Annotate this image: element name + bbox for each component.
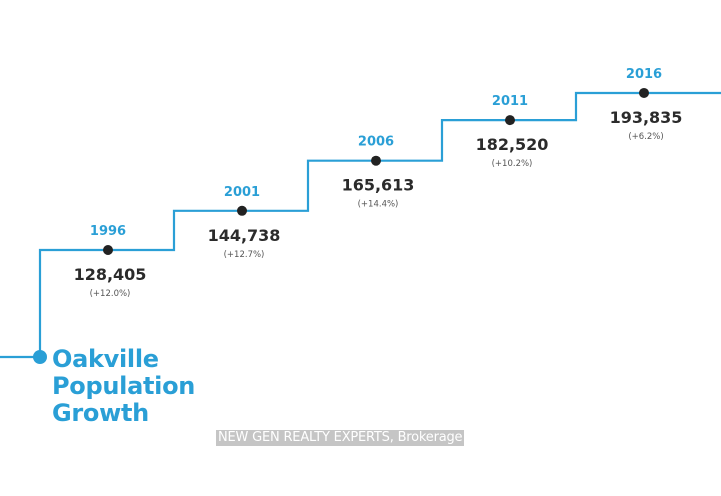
value-label: 182,520 <box>476 135 549 154</box>
change-label: (+12.0%) <box>90 289 131 299</box>
chart-title: Oakville Population Growth <box>52 346 195 427</box>
year-label: 2001 <box>224 185 260 200</box>
change-label: (+14.4%) <box>358 200 399 210</box>
title-line-3: Growth <box>52 399 149 427</box>
data-point-marker <box>505 115 515 126</box>
value-label: 193,835 <box>610 108 683 127</box>
value-label: 144,738 <box>208 226 281 245</box>
data-point-marker <box>639 87 649 98</box>
data-point-marker <box>103 245 113 255</box>
data-points: 1996 128,405 (+12.0%) 2001 144,738 (+12.7%) 20… <box>74 67 683 299</box>
step-line <box>0 91 721 359</box>
value-label: 165,613 <box>342 176 415 195</box>
value-label: 128,405 <box>74 265 147 284</box>
change-label: (+10.2%) <box>492 159 533 169</box>
start-marker <box>33 350 47 364</box>
year-label: 2006 <box>358 135 394 150</box>
year-label: 2011 <box>492 94 528 109</box>
change-label: (+12.7%) <box>224 250 265 260</box>
title-line-1: Oakville <box>52 345 159 373</box>
data-point-marker <box>237 205 247 216</box>
data-point-marker <box>371 155 381 166</box>
year-label: 2016 <box>626 67 662 82</box>
watermark: NEW GEN REALTY EXPERTS, Brokerage <box>216 430 465 446</box>
change-label: (+6.2%) <box>628 132 663 142</box>
year-label: 1996 <box>90 224 126 239</box>
title-line-2: Population <box>52 372 196 400</box>
